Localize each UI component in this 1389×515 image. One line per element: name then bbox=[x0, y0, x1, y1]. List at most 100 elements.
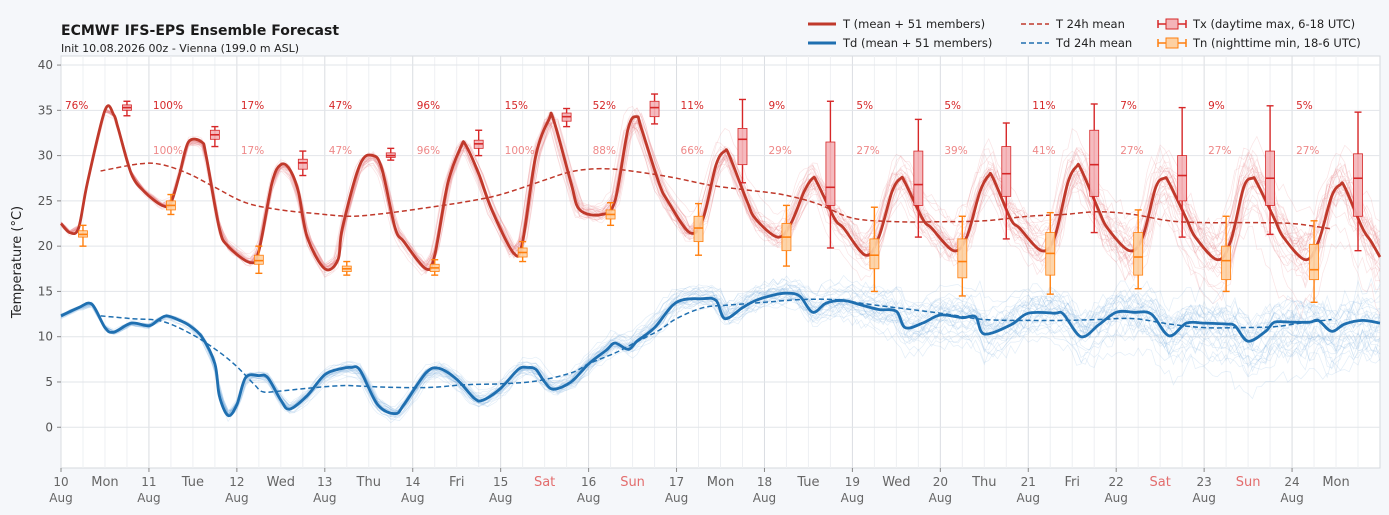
td-mean-line bbox=[60, 291, 1381, 418]
x-tick-month: Aug bbox=[225, 491, 248, 505]
x-tick-date: 18 bbox=[757, 475, 772, 489]
tx-percent-label: 100% bbox=[153, 100, 183, 112]
x-tick-month: Aug bbox=[1017, 491, 1040, 505]
y-tick-label: 0 bbox=[45, 420, 53, 434]
tx-percent-label: 47% bbox=[329, 100, 352, 112]
tx-percent-label: 11% bbox=[681, 100, 704, 112]
x-tick-date: 13 bbox=[317, 475, 332, 489]
td-member-line bbox=[60, 290, 1381, 413]
x-tick-date: 16 bbox=[581, 475, 596, 489]
legend-td-mean-label: Td (mean + 51 members) bbox=[842, 36, 992, 50]
chart-title: ECMWF IFS-EPS Ensemble Forecast bbox=[61, 23, 339, 39]
x-tick-date: 15 bbox=[493, 475, 508, 489]
t-member-line bbox=[60, 108, 1381, 269]
tn-box-plot-box bbox=[1221, 245, 1232, 281]
tn-percent-label: 27% bbox=[1208, 145, 1231, 157]
tx-percent-label: 52% bbox=[593, 100, 616, 112]
legend: T (mean + 51 members) Td (mean + 51 memb… bbox=[808, 17, 1361, 50]
tn-box-plot-box bbox=[1133, 232, 1144, 276]
t-member-line bbox=[60, 111, 1381, 269]
legend-t-mean-label: T (mean + 51 members) bbox=[842, 17, 985, 31]
tx-percent-label: 5% bbox=[944, 100, 961, 112]
x-tick-month: Aug bbox=[577, 491, 600, 505]
y-tick-label: 20 bbox=[38, 239, 53, 253]
y-tick-labels: 0 5 10 15 20 25 30 35 40 bbox=[38, 58, 61, 434]
legend-tx-label: Tx (daytime max, 6-18 UTC) bbox=[1192, 17, 1355, 31]
x-tick-month: Aug bbox=[1280, 491, 1303, 505]
percent-labels: 76% 100% 17% 47% 96% 15% 52% 11% 9% 5% 5% 11% 7% 9% 5%… bbox=[65, 100, 1319, 157]
tx-percent-label: 11% bbox=[1032, 100, 1055, 112]
x-tick-month: Aug bbox=[137, 491, 160, 505]
tx-box-plot-box bbox=[649, 100, 660, 118]
tx-percent-label: 76% bbox=[65, 100, 88, 112]
y-tick-label: 5 bbox=[45, 375, 53, 389]
x-tick-date: 17 bbox=[669, 475, 684, 489]
x-day-name: Wed bbox=[882, 475, 910, 490]
x-tick-month: Aug bbox=[929, 491, 952, 505]
tn-percent-label: 100% bbox=[505, 145, 535, 157]
tn-percent-label: 41% bbox=[1032, 145, 1055, 157]
x-tick-date: 20 bbox=[933, 475, 948, 489]
chart-subtitle: Init 10.08.2026 00z - Vienna (199.0 m AS… bbox=[61, 42, 299, 55]
td-24h-mean-line bbox=[100, 298, 1332, 394]
tn-percent-label: 27% bbox=[856, 145, 879, 157]
tx-percent-label: 5% bbox=[856, 100, 873, 112]
legend-tx-swatch bbox=[1157, 18, 1187, 30]
tx-percent-label: 15% bbox=[505, 100, 528, 112]
y-axis-label: Temperature (°C) bbox=[10, 206, 25, 319]
tn-box-plot-box bbox=[957, 238, 968, 279]
x-day-name: Tue bbox=[796, 475, 819, 490]
tn-percent-label: 47% bbox=[329, 145, 352, 157]
box-plots bbox=[78, 93, 1363, 303]
x-tick-date: 12 bbox=[229, 475, 244, 489]
x-tick-date: 22 bbox=[1109, 475, 1124, 489]
x-day-name: Sat bbox=[534, 475, 555, 490]
tx-box-plot-box bbox=[1353, 153, 1363, 217]
tx-percent-label: 96% bbox=[417, 100, 440, 112]
x-tick-date: 19 bbox=[845, 475, 860, 489]
t-24h-mean-line bbox=[100, 162, 1332, 230]
y-tick-label: 40 bbox=[38, 58, 53, 72]
x-tick-date: 11 bbox=[141, 475, 156, 489]
tn-box-plot-box bbox=[1309, 243, 1319, 281]
x-tick-date: 21 bbox=[1021, 475, 1036, 489]
x-tick-date: 14 bbox=[405, 475, 420, 489]
tx-box-plot-box bbox=[297, 158, 308, 170]
y-tick-label: 10 bbox=[38, 330, 53, 344]
td-member-line bbox=[60, 297, 1381, 413]
x-tick-date: 23 bbox=[1196, 475, 1211, 489]
y-tick-label: 15 bbox=[38, 284, 53, 298]
x-day-name: Fri bbox=[1064, 475, 1080, 490]
x-tick-month: Aug bbox=[753, 491, 776, 505]
x-day-name: Thu bbox=[971, 475, 996, 490]
x-tick-month: Aug bbox=[489, 491, 512, 505]
td-member-line bbox=[60, 297, 1381, 417]
x-tick-month: Aug bbox=[49, 491, 72, 505]
tn-percent-label: 96% bbox=[417, 145, 440, 157]
x-tick-month: Aug bbox=[665, 491, 688, 505]
tn-percent-label: 29% bbox=[768, 145, 791, 157]
tx-box-plot-box bbox=[1001, 146, 1012, 197]
t-member-line bbox=[60, 107, 1381, 290]
tx-percent-label: 9% bbox=[1208, 100, 1225, 112]
legend-t-24h-label: T 24h mean bbox=[1055, 17, 1125, 31]
t-member-line bbox=[60, 105, 1381, 321]
tn-percent-label: 88% bbox=[593, 145, 616, 157]
tx-box-plot-box bbox=[913, 150, 924, 206]
x-day-name: Sun bbox=[1236, 475, 1261, 490]
tx-percent-label: 5% bbox=[1296, 100, 1313, 112]
t-member-line bbox=[60, 109, 1381, 268]
tn-percent-label: 100% bbox=[153, 145, 183, 157]
tn-percent-label: 39% bbox=[944, 145, 967, 157]
tn-box-plot-box bbox=[869, 238, 880, 270]
tx-box-plot-box bbox=[1089, 129, 1100, 197]
td-member-line bbox=[60, 284, 1381, 417]
legend-tn-label: Tn (nighttime min, 18-6 UTC) bbox=[1192, 36, 1361, 50]
x-tick-month: Aug bbox=[1104, 491, 1127, 505]
tn-percent-label: 66% bbox=[681, 145, 704, 157]
x-day-name: Sat bbox=[1150, 475, 1171, 490]
x-tick-month: Aug bbox=[401, 491, 424, 505]
t-member-line bbox=[60, 109, 1381, 302]
y-tick-label: 25 bbox=[38, 194, 53, 208]
